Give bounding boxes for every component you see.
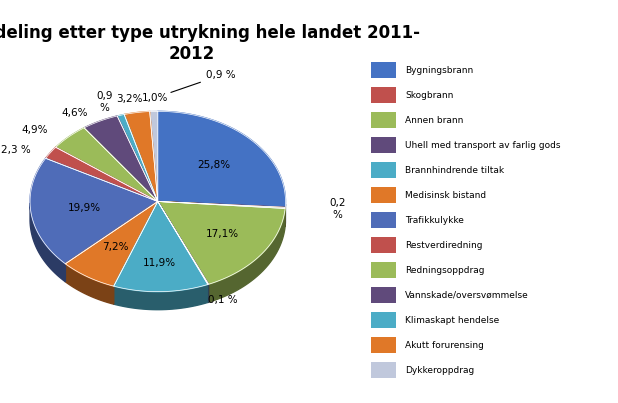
Text: 25,8%: 25,8% xyxy=(197,160,231,170)
Polygon shape xyxy=(158,111,286,208)
FancyBboxPatch shape xyxy=(371,137,396,153)
Text: 7,2%: 7,2% xyxy=(103,242,129,252)
FancyBboxPatch shape xyxy=(371,312,396,328)
FancyBboxPatch shape xyxy=(371,162,396,178)
FancyBboxPatch shape xyxy=(371,212,396,228)
Text: Trafikkulykke: Trafikkulykke xyxy=(405,216,464,225)
Text: 0,9 %: 0,9 % xyxy=(171,70,235,92)
Text: Redningsoppdrag: Redningsoppdrag xyxy=(405,266,485,275)
Polygon shape xyxy=(124,112,158,202)
FancyBboxPatch shape xyxy=(371,237,396,253)
Text: 0,2
%: 0,2 % xyxy=(329,198,345,220)
Polygon shape xyxy=(30,158,158,264)
Polygon shape xyxy=(208,208,285,302)
Polygon shape xyxy=(114,285,208,310)
FancyBboxPatch shape xyxy=(371,87,396,103)
Text: Annen brann: Annen brann xyxy=(405,116,464,125)
Polygon shape xyxy=(46,147,158,202)
Text: 4,6%: 4,6% xyxy=(62,108,88,118)
Text: Uhell med transport av farlig gods: Uhell med transport av farlig gods xyxy=(405,141,561,150)
Text: Skogbrann: Skogbrann xyxy=(405,91,454,100)
Text: Vannskade/oversvømmelse: Vannskade/oversvømmelse xyxy=(405,291,529,300)
FancyBboxPatch shape xyxy=(371,112,396,128)
Polygon shape xyxy=(117,114,158,202)
Text: Klimaskapt hendelse: Klimaskapt hendelse xyxy=(405,316,500,325)
FancyBboxPatch shape xyxy=(371,187,396,203)
Text: Bygningsbrann: Bygningsbrann xyxy=(405,66,473,75)
FancyBboxPatch shape xyxy=(371,337,396,353)
Text: Akutt forurensing: Akutt forurensing xyxy=(405,341,485,350)
Polygon shape xyxy=(114,202,208,292)
Polygon shape xyxy=(158,202,285,284)
Text: 1,0%: 1,0% xyxy=(142,93,169,103)
Polygon shape xyxy=(66,202,158,286)
Polygon shape xyxy=(158,202,286,208)
Text: 19,9%: 19,9% xyxy=(68,204,101,213)
Text: 4,9%: 4,9% xyxy=(22,125,48,135)
Text: 2,3 %: 2,3 % xyxy=(1,145,31,155)
Text: 0,1 %: 0,1 % xyxy=(208,295,238,305)
Text: Fordeling etter type utrykning hele landet 2011-
2012: Fordeling etter type utrykning hele land… xyxy=(0,24,420,63)
FancyBboxPatch shape xyxy=(371,362,396,378)
FancyBboxPatch shape xyxy=(371,287,396,303)
Polygon shape xyxy=(66,264,114,304)
Text: 0,9
%: 0,9 % xyxy=(96,91,113,113)
Text: Brannhindrende tiltak: Brannhindrende tiltak xyxy=(405,166,504,174)
Polygon shape xyxy=(158,202,208,285)
Text: Restverdiredning: Restverdiredning xyxy=(405,241,483,250)
FancyBboxPatch shape xyxy=(371,262,396,278)
Polygon shape xyxy=(30,203,66,282)
Text: Medisinsk bistand: Medisinsk bistand xyxy=(405,191,486,200)
Text: 11,9%: 11,9% xyxy=(143,258,176,268)
Polygon shape xyxy=(84,116,158,202)
Text: 3,2%: 3,2% xyxy=(116,94,143,104)
Text: 17,1%: 17,1% xyxy=(206,229,239,239)
Text: Dykkeroppdrag: Dykkeroppdrag xyxy=(405,366,475,375)
Polygon shape xyxy=(150,111,158,202)
Polygon shape xyxy=(56,128,158,202)
FancyBboxPatch shape xyxy=(371,62,396,78)
